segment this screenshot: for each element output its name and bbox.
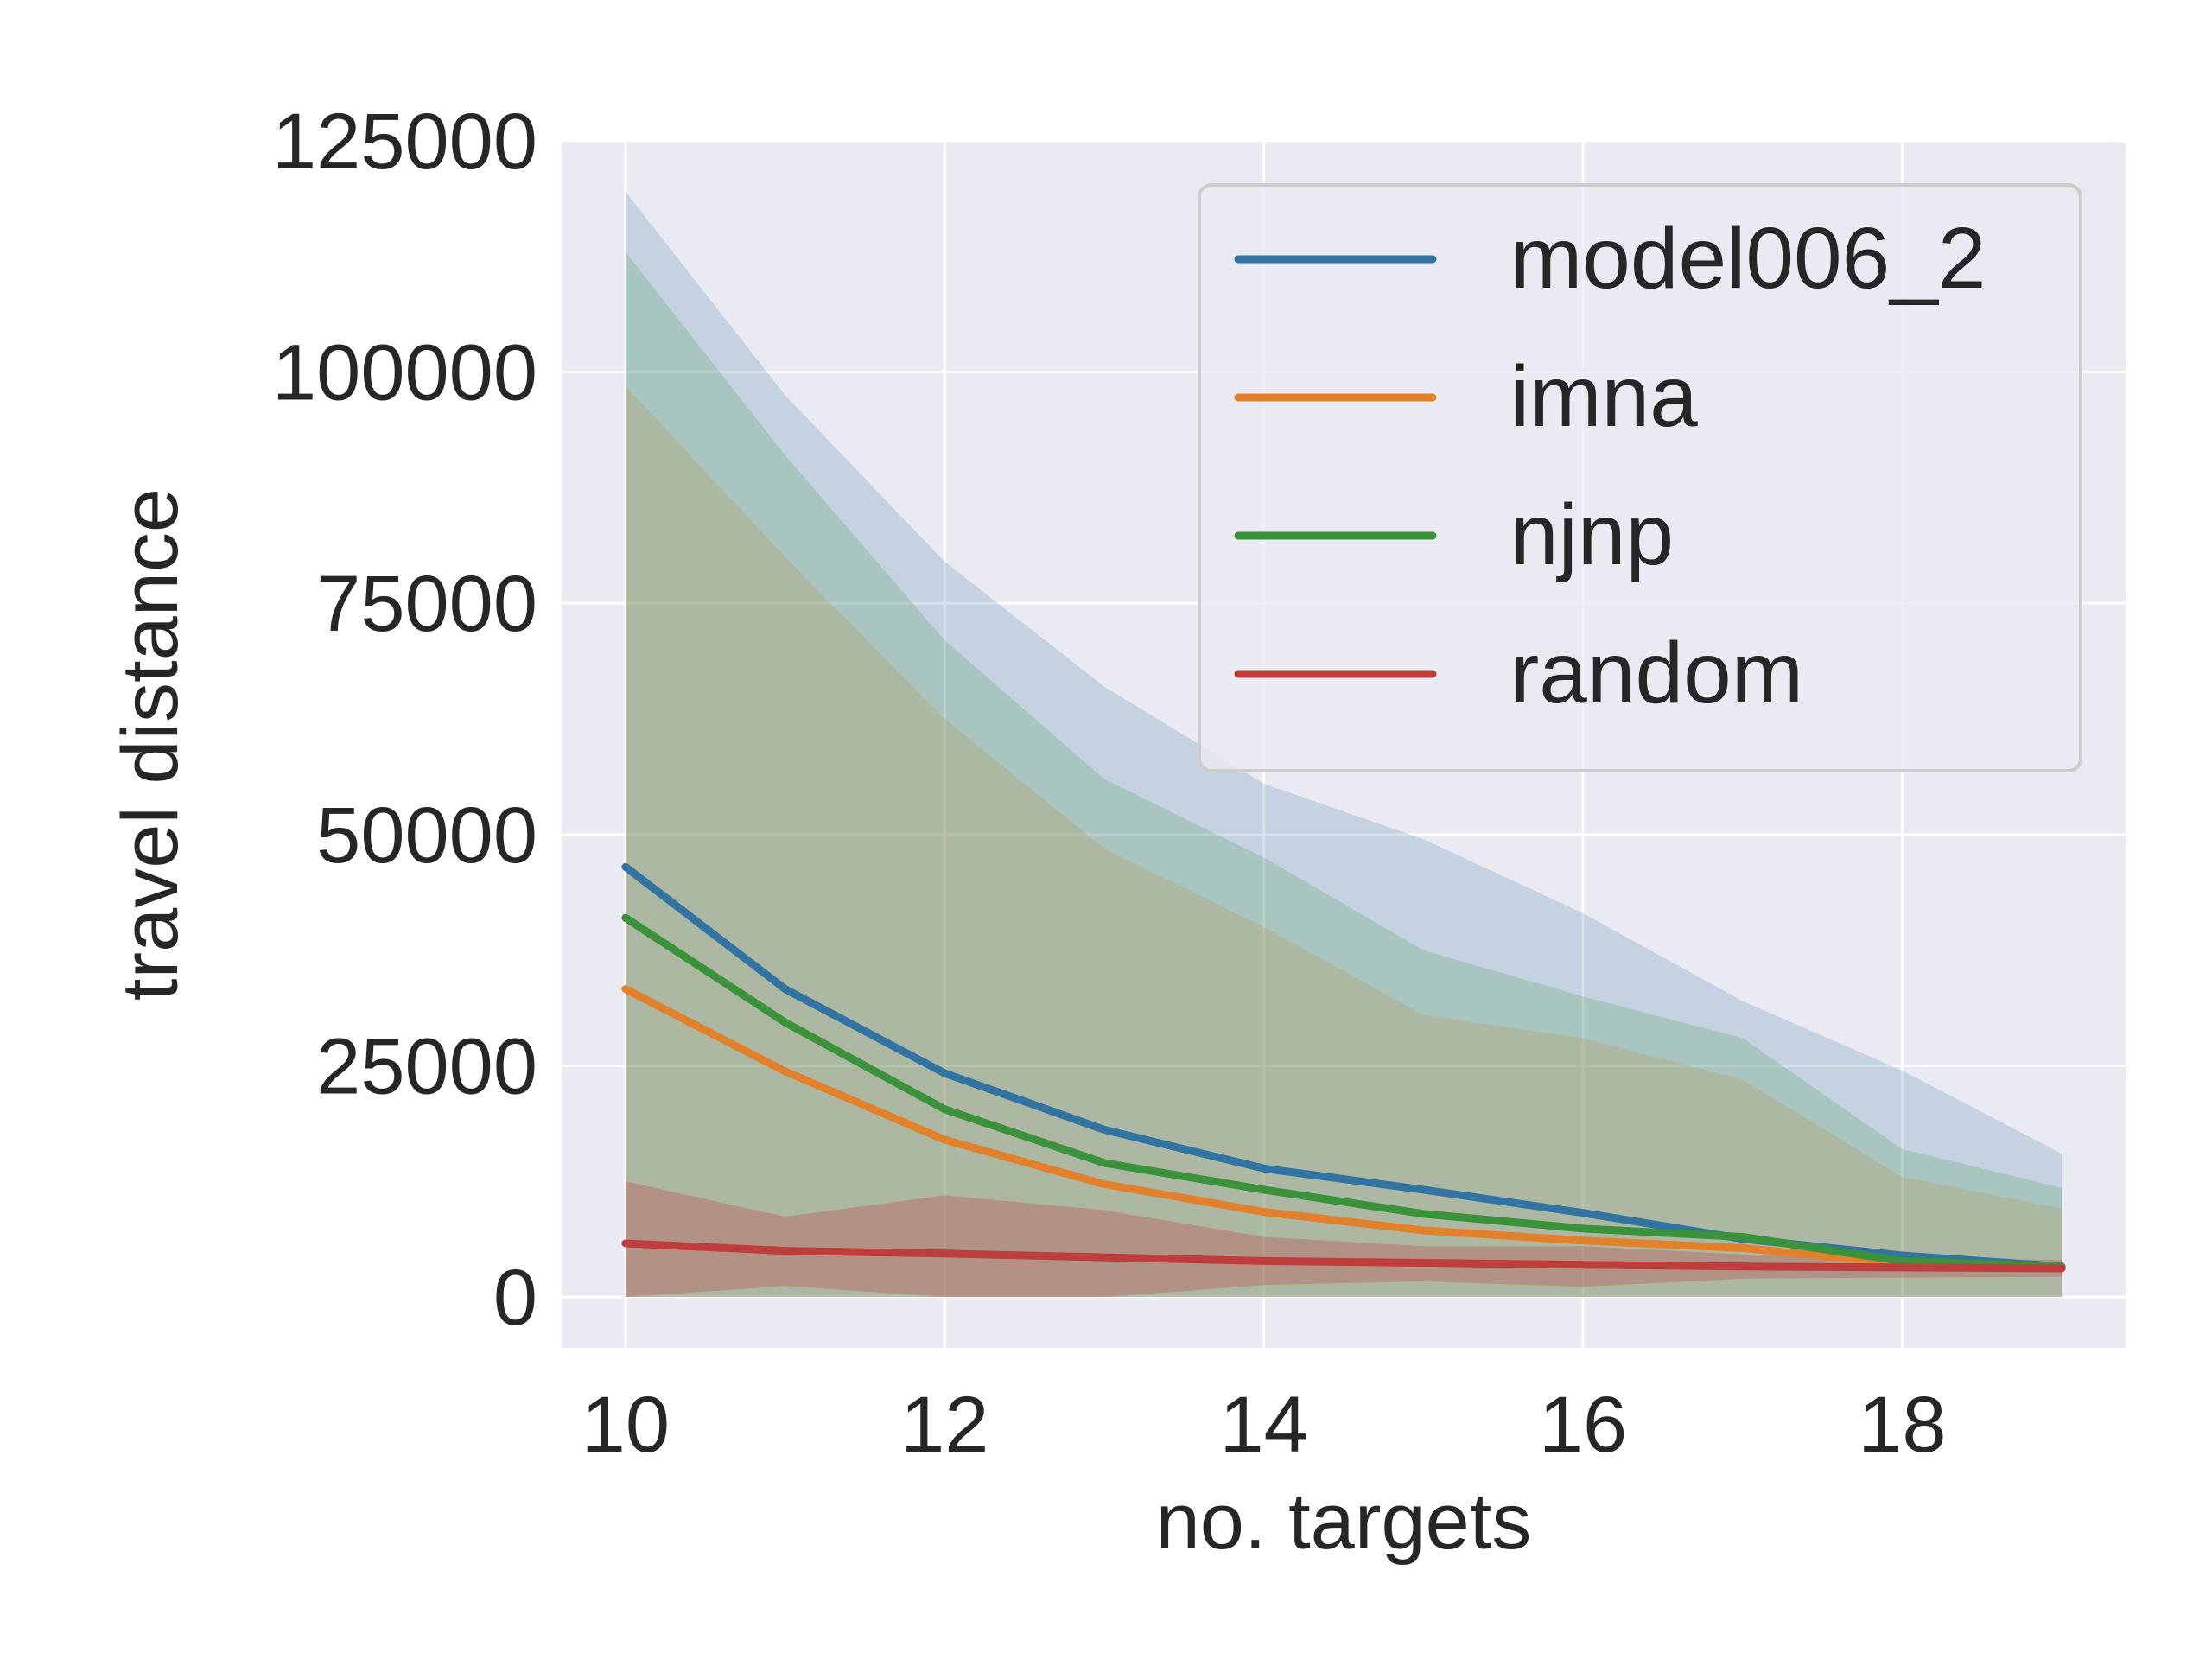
- y-tick-label: 50000: [316, 791, 537, 880]
- x-tick-label: 18: [1858, 1381, 1946, 1469]
- x-axis-label: no. targets: [1156, 1478, 1532, 1566]
- line-njnp: [621, 913, 2066, 1271]
- x-tick-label: 12: [900, 1381, 988, 1469]
- x-tick-label: 16: [1539, 1381, 1627, 1469]
- legend-box: [1198, 183, 2082, 772]
- series-lines: [621, 862, 2066, 1273]
- band-njnp: [625, 251, 2063, 1298]
- line-imna: [621, 985, 2066, 1273]
- y-tick-label: 75000: [316, 560, 537, 648]
- band-model006_2: [625, 191, 2063, 1298]
- legend-label: random: [1510, 625, 1803, 721]
- y-tick-label: 25000: [316, 1022, 537, 1110]
- y-tick-label: 0: [493, 1254, 537, 1342]
- legend-label: imna: [1510, 348, 1698, 445]
- band-imna: [625, 385, 2063, 1298]
- y-axis-label: travel distance: [106, 488, 194, 1001]
- y-tick-label: 100000: [272, 329, 537, 417]
- x-tick-labels: 10 12 14 16 18: [582, 1381, 1947, 1469]
- legend-label: njnp: [1510, 486, 1674, 583]
- x-tick-label: 10: [582, 1381, 670, 1469]
- y-tick-labels: 0 25000 50000 75000 100000 125000: [272, 98, 537, 1342]
- y-tick-label: 125000: [272, 98, 537, 186]
- x-tick-label: 14: [1219, 1381, 1307, 1469]
- legend-label: model006_2: [1510, 210, 1986, 307]
- line-random: [621, 1239, 2066, 1273]
